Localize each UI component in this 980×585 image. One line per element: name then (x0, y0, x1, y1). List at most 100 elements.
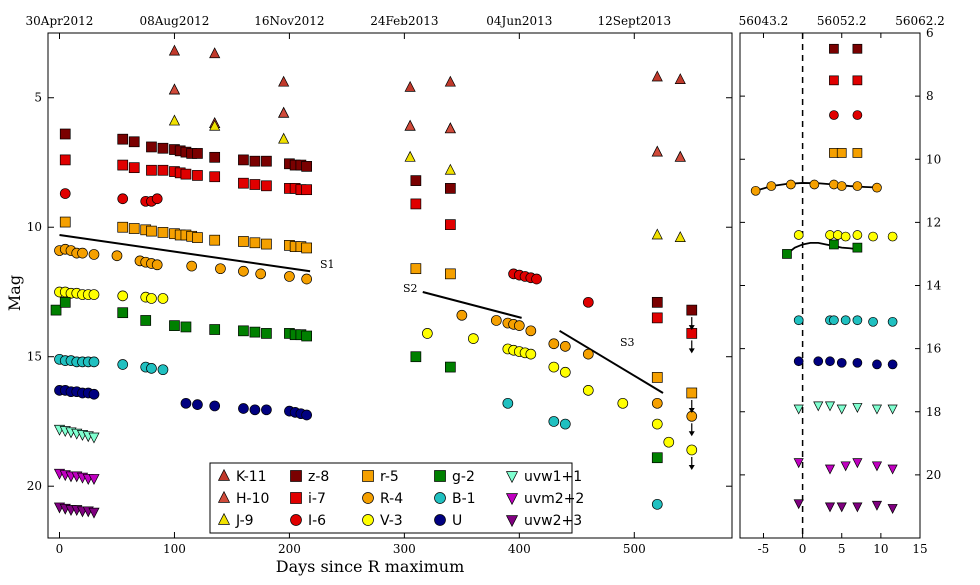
series-k-11 (168, 44, 686, 162)
series-z-8 (59, 128, 698, 316)
inset-point-u (825, 356, 835, 367)
point-r-5 (192, 232, 203, 243)
point-u (238, 403, 249, 414)
legend-marker-v-3 (362, 514, 374, 526)
point-v-3 (146, 293, 157, 304)
inset-y-tick-label: 8 (926, 89, 934, 103)
point-i-7 (209, 171, 221, 183)
fit-line-s3 (559, 329, 664, 394)
series-uvm2-2 (53, 468, 100, 485)
inset-point-v-3 (852, 230, 863, 240)
point-v-3 (582, 385, 594, 396)
series-r-4 (54, 243, 698, 422)
series-g-2 (50, 296, 663, 464)
point-j-9 (168, 114, 181, 126)
inset-point-u (852, 357, 863, 368)
point-z-8 (410, 175, 422, 186)
point-g-2 (140, 315, 152, 326)
inset-point-r-4 (872, 182, 882, 193)
series-i-7 (59, 154, 698, 339)
point-i-6 (151, 193, 163, 205)
y-tick-label: 20 (27, 479, 42, 493)
legend-label-uvw1-1: uvw1+1 (524, 469, 582, 485)
point-z-8 (209, 151, 221, 163)
legend-label-g-2: g-2 (452, 469, 475, 485)
inset-point-uvm2-2 (793, 458, 804, 469)
legend-marker-g-2 (434, 470, 446, 482)
inset-point-b-1 (829, 315, 839, 326)
inset-point-v-3 (887, 231, 898, 242)
fit-line-s2 (422, 291, 522, 319)
point-i-7 (128, 162, 140, 174)
point-r-5 (445, 268, 456, 280)
upper-limit-arrowhead (688, 464, 695, 470)
point-r-4 (215, 263, 226, 275)
point-v-3 (617, 397, 629, 409)
point-b-1 (502, 397, 514, 409)
inset-x-tick-label: 10 (873, 542, 888, 556)
legend-label-k-11: K-11 (236, 469, 267, 485)
inset-point-b-1 (840, 315, 851, 326)
inset-x-tick-label: 0 (799, 542, 807, 556)
annotation-s3: S3 (620, 336, 635, 349)
legend-label-r-4: R-4 (380, 491, 403, 507)
point-u (261, 404, 272, 416)
inset-y-tick-label: 6 (926, 26, 934, 40)
inset-point-r-4 (829, 179, 839, 190)
point-r-4 (456, 309, 468, 321)
inset-point-uvm2-2 (852, 458, 863, 469)
point-j-9 (444, 163, 456, 175)
point-h-10 (651, 145, 663, 157)
legend-label-h-10: H-10 (236, 491, 269, 507)
inset-point-r-4 (766, 181, 777, 191)
inset-point-r-4 (836, 181, 847, 191)
inset-point-uvw1-1 (793, 404, 804, 415)
inset-point-uvw1-1 (836, 404, 847, 415)
point-b-1 (559, 418, 571, 430)
inset-series-b-1 (793, 315, 898, 327)
point-k-11 (209, 47, 221, 59)
fit-line-s1 (59, 234, 311, 273)
point-g-2 (301, 330, 313, 342)
point-i-7 (117, 159, 129, 171)
legend-marker-j-9 (217, 512, 231, 525)
point-r-4 (525, 325, 537, 337)
inset-point-uvm2-2 (887, 464, 898, 475)
point-v-3 (651, 418, 663, 430)
top-date-label: 12Sept2013 (597, 14, 671, 28)
inset-point-u (793, 356, 804, 367)
x-axis-label: Days since R maximum (276, 557, 464, 576)
point-h-10 (404, 119, 416, 131)
upper-limit-arrowhead (688, 407, 695, 413)
point-g-2 (50, 304, 62, 316)
point-j-9 (404, 150, 416, 162)
inset-point-z-8 (829, 43, 839, 54)
point-r-5 (128, 223, 140, 234)
inset-point-uvw1-1 (824, 401, 836, 412)
y-tick-label: 5 (34, 91, 42, 105)
point-b-1 (146, 363, 157, 374)
inset-series-i-7 (829, 75, 863, 86)
point-i-6 (117, 193, 129, 205)
inset-x-tick-label: -5 (758, 542, 770, 556)
point-j-9 (651, 228, 663, 240)
point-z-8 (261, 155, 272, 167)
legend-marker-uvw2-3 (505, 515, 519, 528)
point-h-10 (674, 150, 686, 162)
main-panel: 0 100 200 300 400 500 5 10 15 20 30Apr2012 08Aug201… (26, 14, 733, 556)
point-r-4 (490, 315, 502, 326)
point-i-7 (301, 184, 313, 196)
legend-marker-r-4 (362, 492, 374, 504)
legend-marker-h-10 (217, 490, 231, 503)
point-g-2 (249, 326, 261, 338)
point-r-5 (209, 234, 221, 246)
inset-point-u (872, 359, 882, 370)
inset-point-uvw1-1 (871, 404, 883, 415)
point-r-5 (301, 242, 313, 254)
point-g-2 (261, 328, 272, 339)
point-z-8 (238, 154, 249, 166)
point-k-11 (674, 73, 686, 84)
point-j-9 (674, 231, 686, 242)
point-z-8 (651, 296, 663, 308)
legend-marker-z-8 (290, 470, 302, 482)
